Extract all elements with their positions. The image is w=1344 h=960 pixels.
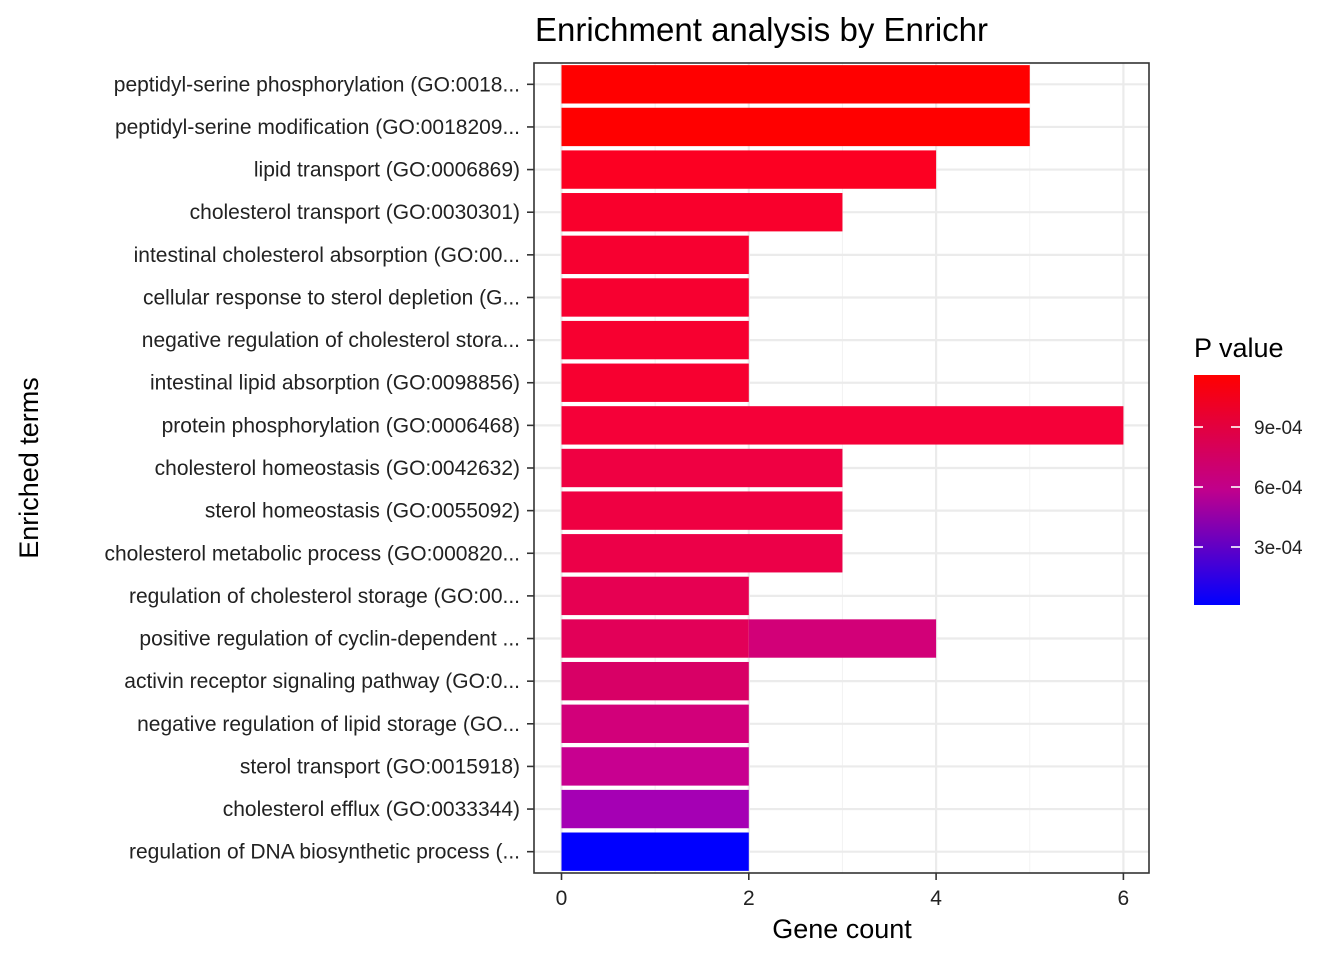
y-tick-label: activin receptor signaling pathway (GO:0… [124,670,520,693]
y-tick-label: lipid transport (GO:0006869) [254,159,520,182]
legend-tick-label: 3e-04 [1254,538,1303,559]
bar [561,661,749,701]
bar [561,704,749,743]
x-tick-label: 6 [1118,887,1130,910]
legend-tick-label: 6e-04 [1254,478,1303,499]
x-tick-label: 0 [556,887,568,910]
y-axis-title: Enriched terms [14,377,44,559]
y-tick-label: protein phosphorylation (GO:0006468) [162,414,520,437]
bar [561,278,749,317]
legend-ticks: 3e-04 6e-04 9e-04 [1194,418,1303,559]
y-tick-label: sterol transport (GO:0015918) [240,755,520,778]
y-tick-label: peptidyl-serine phosphorylation (GO:0018… [114,73,520,96]
bar [561,448,843,488]
bar [561,832,749,871]
legend-tick-label: 9e-04 [1254,418,1303,439]
y-tick-label: cholesterol transport (GO:0030301) [190,201,520,224]
bar [561,534,843,573]
x-axis-title: Gene count [772,914,912,944]
bar [561,107,1030,147]
bar [561,150,937,189]
bar [561,320,749,360]
bar [561,747,749,786]
y-tick-label: cellular response to sterol depletion (G… [143,286,520,309]
bar [561,789,749,829]
y-tick-label: peptidyl-serine modification (GO:0018209… [115,116,520,139]
y-tick-label: cholesterol metabolic process (GO:000820… [104,542,520,565]
legend-colorbar [1194,375,1240,605]
y-tick-label: sterol homeostasis (GO:0055092) [205,500,520,523]
bar [561,65,1030,104]
x-tick-label: 2 [743,887,755,910]
bar [561,406,1124,445]
bar [561,235,749,275]
bar [561,619,749,658]
bar [561,193,843,232]
y-tick-label: intestinal cholesterol absorption (GO:00… [134,244,520,267]
bar [561,491,843,530]
y-axis: peptidyl-serine phosphorylation (GO:0018… [104,73,534,864]
y-tick-label: regulation of DNA biosynthetic process (… [129,841,520,864]
x-tick-label: 4 [930,887,942,910]
y-tick-label: cholesterol efflux (GO:0033344) [223,798,520,821]
legend: P value 3e-04 6e-04 9e-04 [1194,333,1303,605]
bar [748,619,937,658]
y-tick-label: cholesterol homeostasis (GO:0042632) [155,457,520,480]
x-axis: 0 2 4 6 [556,873,1130,910]
y-tick-label: intestinal lipid absorption (GO:0098856) [150,372,520,395]
bar [561,576,749,616]
chart-title: Enrichment analysis by Enrichr [535,11,988,48]
y-tick-label: negative regulation of lipid storage (GO… [137,713,520,736]
legend-title: P value [1194,333,1284,363]
y-tick-label: regulation of cholesterol storage (GO:00… [129,585,520,608]
y-tick-label: negative regulation of cholesterol stora… [142,329,520,352]
y-tick-label: positive regulation of cyclin-dependent … [139,628,520,651]
bars [561,65,1124,871]
bar [561,363,749,402]
